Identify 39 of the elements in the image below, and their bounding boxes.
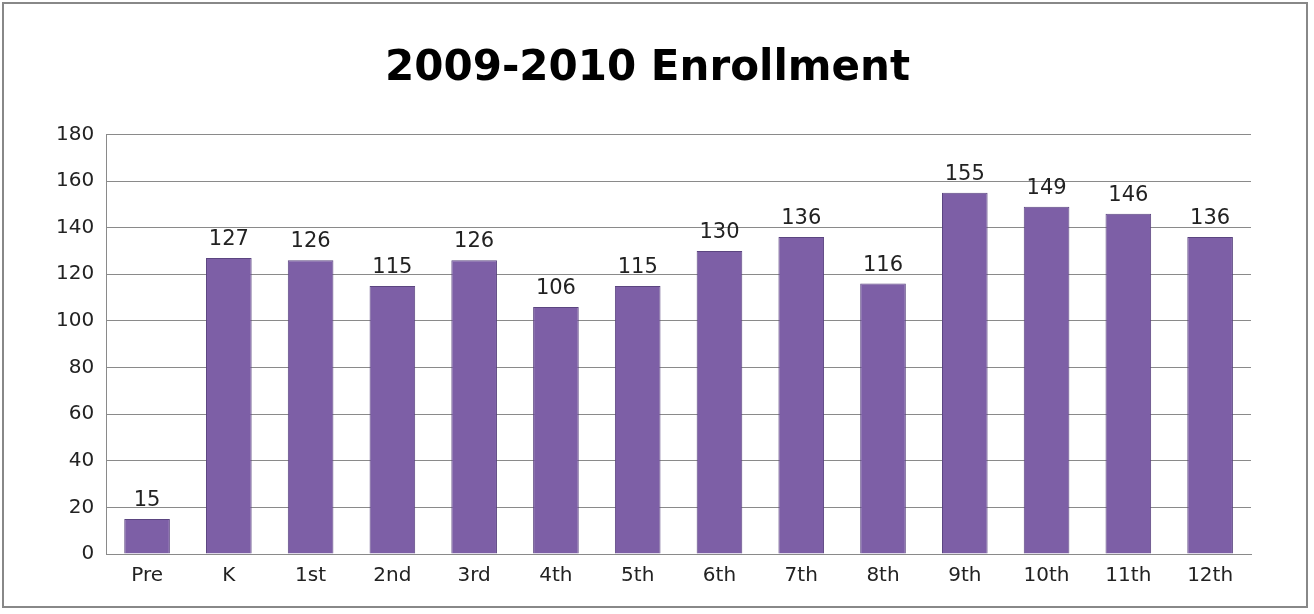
y-tick-label: 40 xyxy=(68,446,95,471)
x-tick-label: 8th xyxy=(866,562,900,587)
x-tick-label: 12th xyxy=(1187,562,1234,587)
y-tick-label: 180 xyxy=(55,120,95,145)
data-label: 149 xyxy=(1026,174,1067,199)
data-label: 106 xyxy=(535,274,576,299)
x-tick-label: 4th xyxy=(539,562,573,587)
y-tick-label: 100 xyxy=(55,307,95,332)
data-label: 146 xyxy=(1108,181,1149,206)
data-label: 136 xyxy=(781,204,822,229)
data-label: 126 xyxy=(290,228,331,253)
data-label: 126 xyxy=(454,228,495,253)
data-label: 136 xyxy=(1190,204,1231,229)
data-label: 115 xyxy=(372,253,413,278)
data-label: 127 xyxy=(208,225,249,250)
y-tick-label: 80 xyxy=(68,353,95,378)
data-label: 115 xyxy=(617,253,658,278)
data-label: 15 xyxy=(133,486,161,511)
y-tick-label: 120 xyxy=(55,260,95,285)
y-tick-label: 20 xyxy=(68,493,95,518)
x-tick-label: 6th xyxy=(702,562,737,587)
x-tick-label: 2nd xyxy=(373,562,412,587)
x-tick-label: K xyxy=(222,562,237,587)
x-tick-label: 9th xyxy=(948,562,982,587)
data-label: 130 xyxy=(699,218,740,243)
y-tick-label: 0 xyxy=(81,540,95,565)
x-tick-label: 7th xyxy=(784,562,818,587)
data-label: 155 xyxy=(944,160,985,185)
data-label: 116 xyxy=(862,251,904,276)
y-tick-label: 140 xyxy=(55,213,95,238)
x-tick-label: Pre xyxy=(131,562,163,587)
y-tick-label: 60 xyxy=(68,400,95,425)
x-tick-label: 1st xyxy=(295,562,327,587)
x-tick-label: 11th xyxy=(1105,562,1152,587)
x-tick-label: 10th xyxy=(1023,562,1070,587)
x-tick-label: 5th xyxy=(621,562,655,587)
y-tick-label: 160 xyxy=(55,167,95,192)
x-tick-label: 3rd xyxy=(457,562,491,587)
chart-title: 2009-2010 Enrollment xyxy=(384,41,911,91)
